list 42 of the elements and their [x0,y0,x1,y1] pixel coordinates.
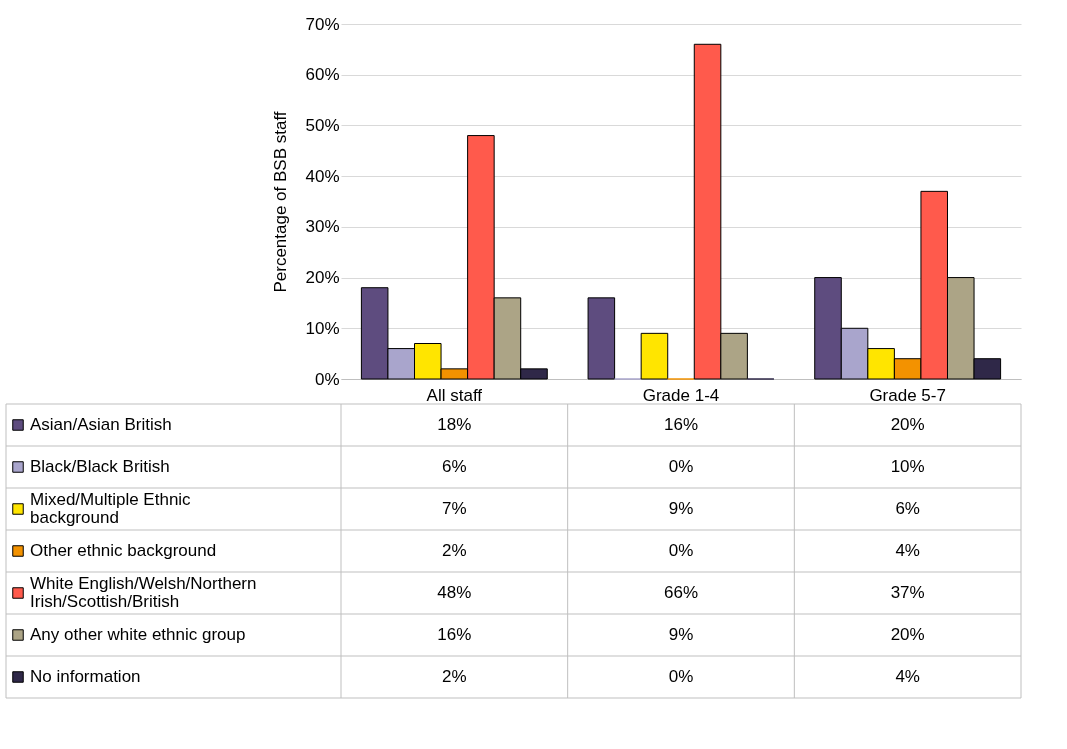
data-label: 4% [895,541,920,560]
x-tick-label: Grade 1-4 [642,385,720,405]
data-label: 18% [437,415,472,434]
y-tick-label: 0% [314,369,340,389]
bar [587,297,616,380]
legend-label: White English/Welsh/Northern Irish/Scottish/British [30,573,257,612]
data-label: 10% [890,457,925,476]
legend-label: Black/Black British [30,457,170,476]
data-label: 48% [437,583,472,602]
data-label: 9% [668,625,694,644]
data-label: 0% [668,541,694,560]
data-label: 4% [895,667,920,686]
data-label: 2% [442,667,467,686]
data-label: 0% [668,457,694,476]
data-label: 16% [663,415,699,434]
data-label: 2% [442,541,467,560]
y-tick-label: 60% [305,65,340,85]
y-tick-label: 10% [305,318,340,338]
data-label: 20% [890,415,925,434]
y-tick-label: 70% [305,14,340,34]
data-label: 6% [442,457,467,476]
y-tick-label: 30% [305,217,340,237]
bar [640,332,669,380]
y-axis-title: Percentage of BSB staff [271,111,291,293]
y-tick-label: 40% [305,166,340,186]
y-tick-label: 20% [305,268,340,288]
y-tick-label: 50% [305,115,340,135]
data-label: 9% [668,499,694,518]
x-tick-label: Grade 5-7 [869,385,946,405]
legend-label: Any other white ethnic group [30,625,246,644]
data-label: 20% [890,625,925,644]
data-label: 37% [890,583,925,602]
legend-label: Mixed/Multiple Ethnic background [30,489,192,528]
data-label: 0% [668,667,694,686]
data-label: 6% [895,499,920,518]
legend-label: Other ethnic background [30,541,217,560]
legend-label: Asian/Asian British [30,415,172,434]
data-label: 66% [663,583,699,602]
legend-label: No information [30,667,141,686]
data-label: 7% [442,499,467,518]
x-tick-label: All staff [426,385,483,405]
data-label: 16% [437,625,472,644]
